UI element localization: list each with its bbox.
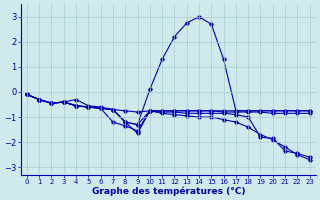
X-axis label: Graphe des températures (°C): Graphe des températures (°C) [92,186,245,196]
